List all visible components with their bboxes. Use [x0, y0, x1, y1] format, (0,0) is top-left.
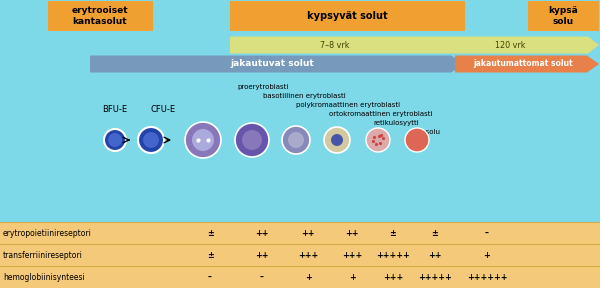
Text: +: +	[484, 251, 490, 259]
Circle shape	[242, 130, 262, 150]
Text: erytropoietiinireseptori: erytropoietiinireseptori	[3, 228, 92, 238]
Text: kypsä
solu: kypsä solu	[548, 6, 578, 26]
Text: ±: ±	[431, 228, 439, 238]
Polygon shape	[230, 37, 599, 54]
Bar	[48, 1, 153, 31]
Circle shape	[192, 129, 214, 151]
Circle shape	[104, 129, 126, 151]
Text: ++++++: ++++++	[467, 272, 507, 281]
Text: ortokromaattinen erytroblasti: ortokromaattinen erytroblasti	[329, 111, 433, 117]
Text: BFU-E: BFU-E	[103, 105, 128, 115]
Text: ++: ++	[301, 228, 315, 238]
Text: +++++: +++++	[376, 251, 410, 259]
Text: polykromaattinen erytroblasti: polykromaattinen erytroblasti	[296, 102, 400, 108]
Text: jakautuvat solut: jakautuvat solut	[230, 60, 314, 69]
Text: kypsyvät solut: kypsyvät solut	[307, 11, 388, 21]
Circle shape	[185, 122, 221, 158]
Circle shape	[143, 132, 159, 148]
Circle shape	[138, 127, 164, 153]
Text: +++: +++	[383, 272, 403, 281]
Text: punasolu: punasolu	[408, 129, 440, 135]
Circle shape	[288, 132, 304, 148]
Text: –: –	[485, 228, 489, 238]
Bar	[528, 1, 599, 31]
Bar	[230, 1, 465, 31]
Text: ±: ±	[389, 228, 397, 238]
Text: erytrooiset
kantasolut: erytrooiset kantasolut	[71, 6, 128, 26]
Text: 7–8 vrk: 7–8 vrk	[320, 41, 350, 50]
Text: +++: +++	[298, 251, 318, 259]
Text: +++: +++	[342, 251, 362, 259]
Circle shape	[282, 126, 310, 154]
Text: proerytroblasti: proerytroblasti	[237, 84, 289, 90]
Polygon shape	[455, 56, 599, 73]
Text: CFU-E: CFU-E	[151, 105, 176, 115]
Bar	[0, 222, 600, 288]
Text: retikulosyytti: retikulosyytti	[373, 120, 419, 126]
Text: –: –	[208, 272, 212, 281]
Circle shape	[235, 123, 269, 157]
Circle shape	[405, 128, 429, 152]
Circle shape	[324, 127, 350, 153]
Text: jakautumattomat solut: jakautumattomat solut	[473, 60, 573, 69]
Text: +: +	[305, 272, 311, 281]
Text: ±: ±	[206, 251, 214, 259]
Text: +++++: +++++	[418, 272, 452, 281]
Text: ++: ++	[428, 251, 442, 259]
Circle shape	[366, 128, 390, 152]
Text: ++: ++	[255, 251, 269, 259]
Circle shape	[108, 133, 122, 147]
Text: 120 vrk: 120 vrk	[495, 41, 525, 50]
Text: basotiilinen erytroblasti: basotiilinen erytroblasti	[263, 93, 346, 99]
Text: –: –	[260, 272, 264, 281]
Text: ±: ±	[206, 228, 214, 238]
Text: hemoglobiinisynteesi: hemoglobiinisynteesi	[3, 272, 85, 281]
Text: +: +	[349, 272, 355, 281]
Polygon shape	[90, 56, 465, 73]
Text: transferriinireseptori: transferriinireseptori	[3, 251, 83, 259]
Text: ++: ++	[255, 228, 269, 238]
Circle shape	[331, 134, 343, 146]
Text: ++: ++	[345, 228, 359, 238]
